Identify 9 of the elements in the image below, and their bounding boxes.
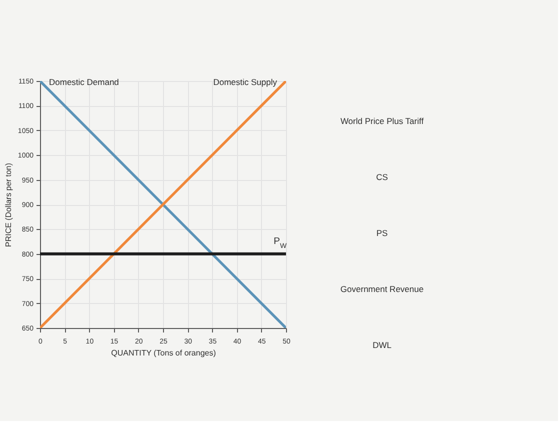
text: World Price Plus Tariff [340, 116, 424, 126]
series-label: Domestic Demand [49, 77, 120, 87]
series-label: Domestic Supply [213, 77, 278, 87]
y-axis-title: PRICE (Dollars per ton) [4, 162, 13, 248]
text: PS [376, 228, 388, 238]
text: CS [376, 172, 388, 182]
text: DWL [372, 340, 392, 350]
text: Government Revenue [340, 284, 424, 294]
x-axis-title: QUANTITY (Tons of oranges) [111, 348, 216, 358]
